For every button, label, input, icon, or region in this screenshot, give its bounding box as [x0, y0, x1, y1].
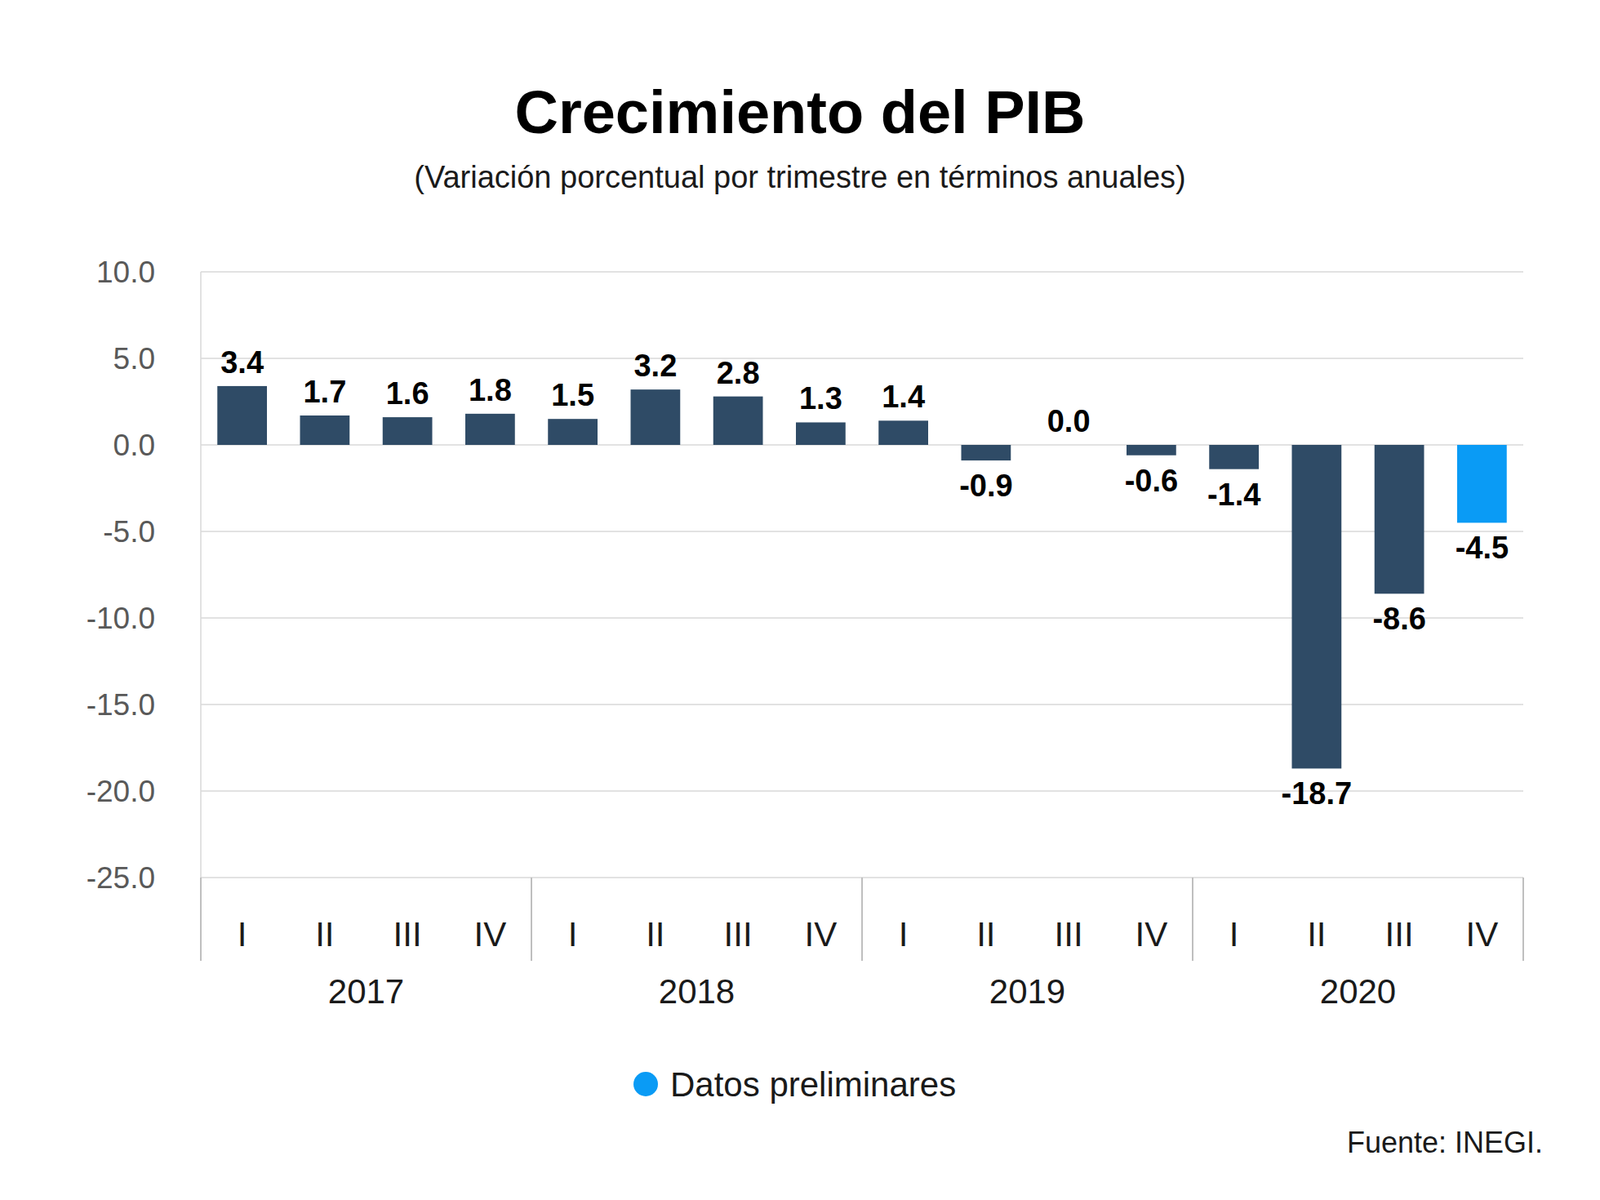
chart: Crecimiento del PIB (Variación porcentual… [0, 0, 1600, 1200]
bar [1126, 444, 1177, 456]
x-tick-label: III [393, 915, 423, 954]
data-label: -8.6 [1372, 601, 1426, 636]
bar [1374, 444, 1425, 594]
x-tick-label: II [1306, 915, 1326, 954]
bar [713, 396, 764, 445]
bar [1292, 444, 1343, 769]
y-axis-line [200, 271, 202, 878]
x-tick-label: IV [474, 915, 507, 954]
grid-line [200, 357, 1524, 360]
x-tick-label: III [1054, 915, 1084, 954]
data-label: -1.4 [1207, 477, 1261, 512]
data-label: 1.7 [302, 374, 347, 409]
data-label: 2.8 [716, 355, 760, 391]
source: Fuente: INEGI. [1346, 1125, 1543, 1160]
bar [631, 389, 681, 445]
x-tick-label: III [724, 915, 753, 954]
bar [961, 444, 1012, 461]
bar [382, 417, 433, 445]
x-tick-label: IV [804, 915, 838, 954]
data-label: 3.2 [633, 348, 677, 383]
group-separator [530, 877, 533, 961]
y-tick-label: -20.0 [86, 774, 156, 809]
title: Crecimiento del PIB [514, 78, 1085, 147]
data-label: 1.5 [551, 377, 595, 413]
x-tick-label: II [645, 915, 665, 954]
y-tick-label: 10.0 [96, 255, 156, 289]
data-label: 0.0 [1047, 404, 1091, 439]
group-separator [861, 877, 863, 961]
grid [200, 271, 1524, 878]
data-label: 3.4 [220, 345, 264, 380]
data-label: -4.5 [1455, 530, 1509, 565]
bar [1044, 444, 1094, 446]
group-separator [1522, 877, 1525, 961]
x-tick-label: III [1385, 915, 1414, 954]
x-tick-label: IV [1466, 915, 1499, 954]
bar [217, 386, 267, 445]
y-tick-label: -5.0 [102, 515, 156, 549]
x-tick-label: I [1229, 915, 1240, 954]
legend-marker [633, 1071, 658, 1097]
data-label: 1.4 [881, 379, 925, 414]
bars [217, 386, 1507, 769]
x-tick-label: IV [1135, 915, 1169, 954]
data-label: -0.6 [1124, 463, 1178, 498]
y-tick-label: 0.0 [113, 428, 156, 463]
subtitle: (Variación porcentual por trimestre en t… [413, 160, 1187, 195]
group-label: 2020 [1320, 972, 1396, 1011]
group-label: 2018 [658, 972, 735, 1011]
bar [1457, 444, 1507, 523]
y-tick-label: -10.0 [86, 601, 156, 636]
x-tick-label: II [976, 915, 996, 954]
x-tick-label: I [237, 915, 248, 954]
x-tick-label: I [898, 915, 909, 954]
data-label: -18.7 [1281, 776, 1353, 811]
y-tick-label: 5.0 [113, 342, 156, 376]
bar [795, 422, 846, 445]
x-tick-label: II [315, 915, 334, 954]
bar [1208, 444, 1259, 470]
y-tick-label: -25.0 [86, 861, 156, 895]
bar [465, 413, 516, 445]
group-separator [200, 877, 202, 961]
group-label: 2017 [328, 972, 405, 1011]
group-separator [1191, 877, 1194, 961]
grid-line [200, 271, 1524, 273]
legend-label: Datos preliminares [670, 1065, 956, 1104]
data-label: 1.8 [468, 373, 512, 408]
data-label: 1.6 [386, 376, 430, 411]
group-label: 2019 [989, 972, 1066, 1011]
bar [300, 415, 351, 445]
y-tick-label: -15.0 [86, 688, 156, 722]
data-label: -0.9 [959, 468, 1013, 503]
bar [878, 420, 929, 445]
data-label: 1.3 [799, 381, 843, 416]
x-tick-label: I [568, 915, 578, 954]
bar [547, 418, 598, 445]
